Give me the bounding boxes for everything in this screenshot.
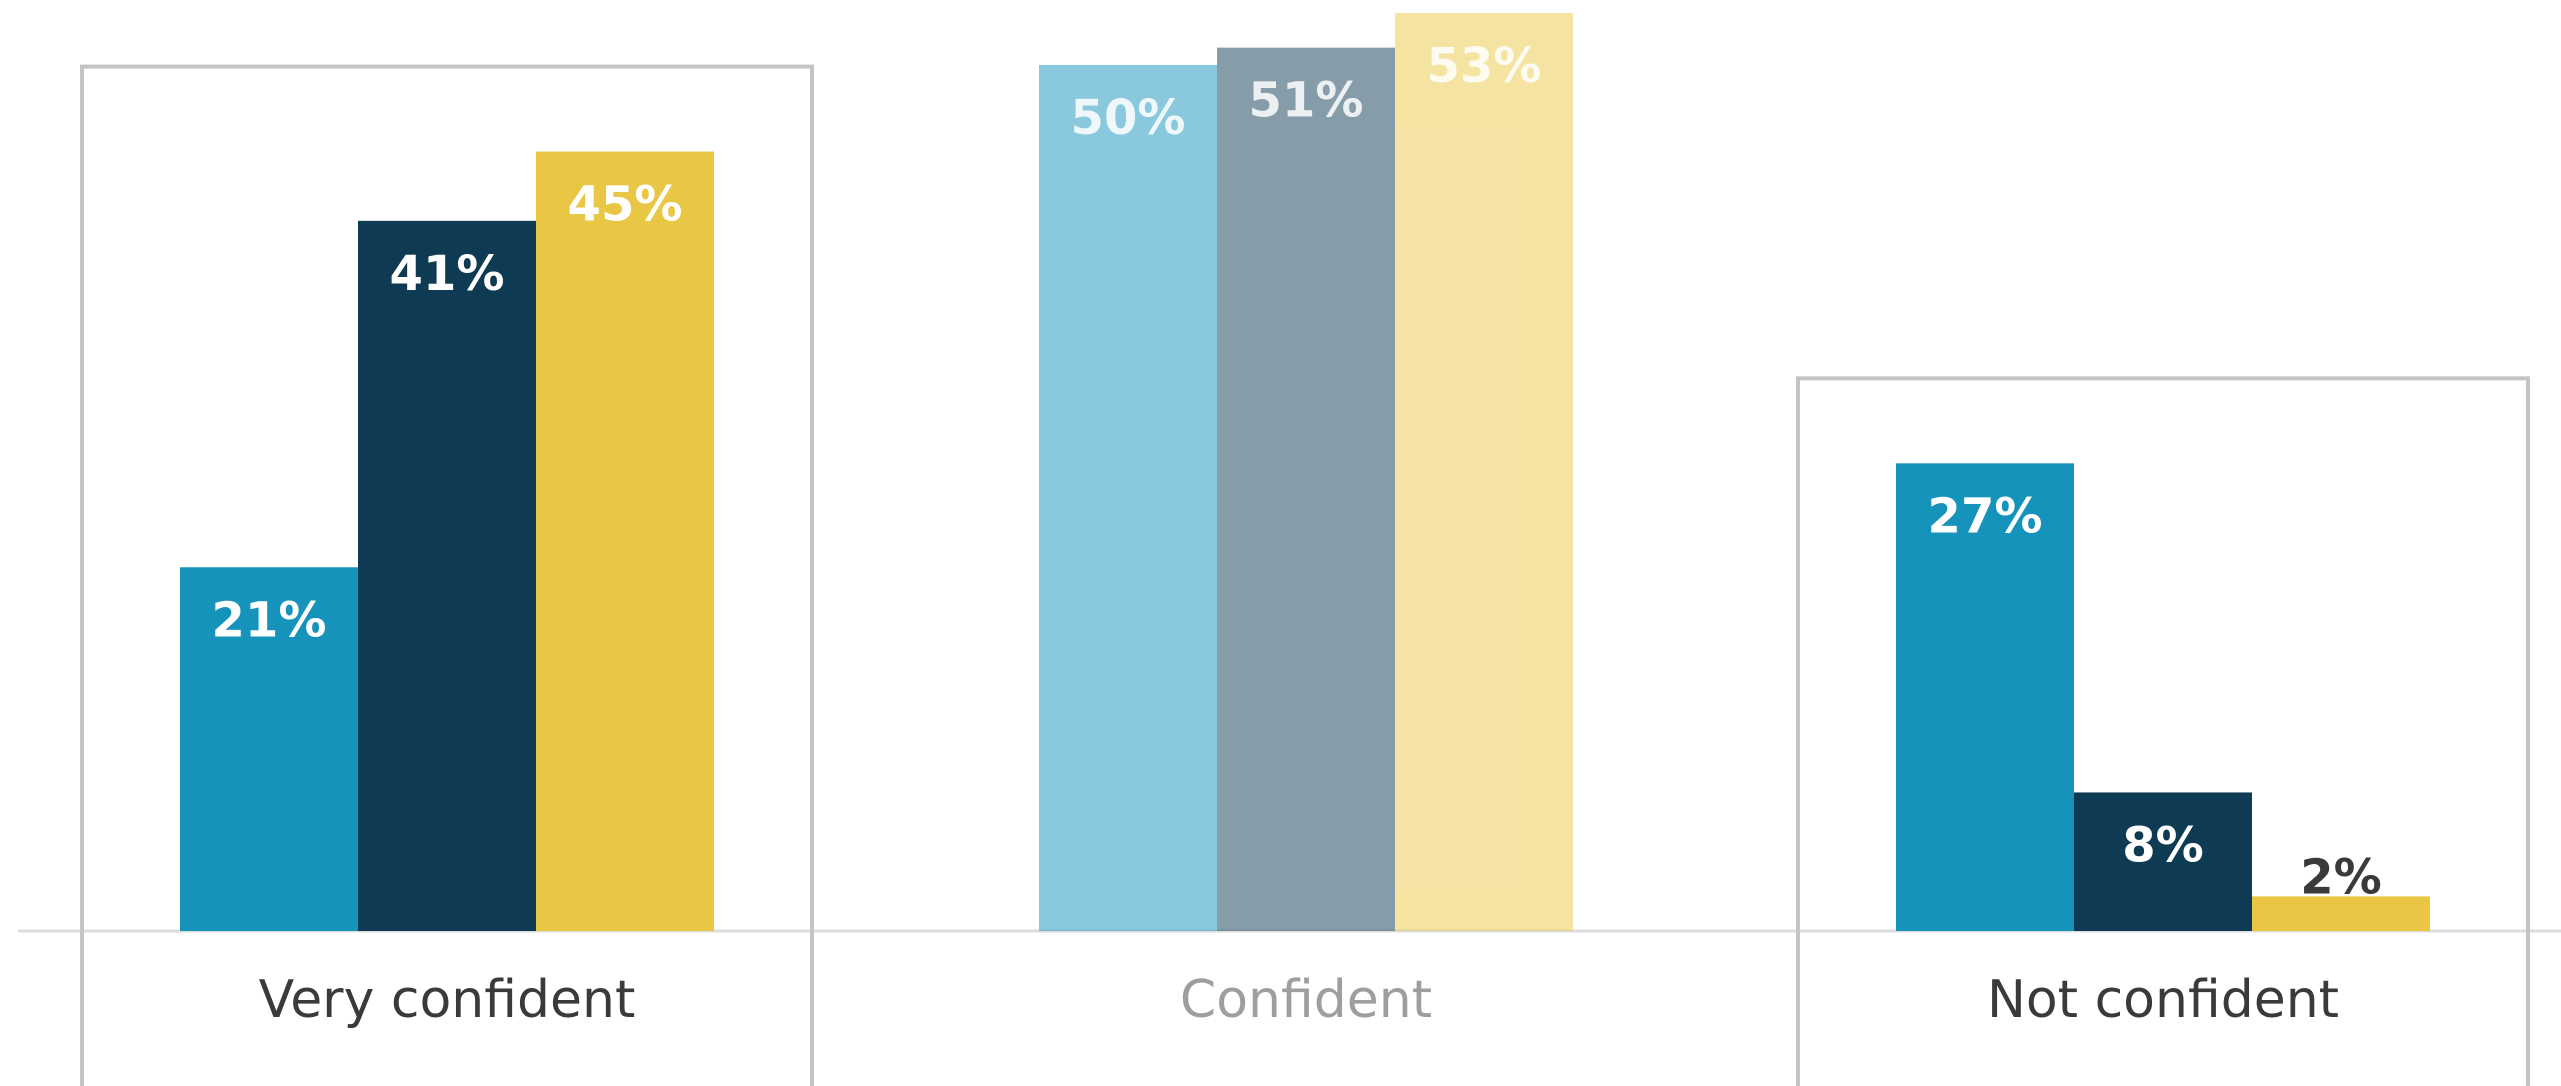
bar [180,567,358,931]
category-label: Confident [1180,970,1432,1030]
bar [358,220,536,931]
bar [1896,463,2074,931]
data-label: 53% [1427,38,1542,94]
highlight-box [80,64,814,1086]
bar [1395,13,1573,931]
highlight-box [1796,376,2530,1086]
bar [536,151,714,931]
bar [1039,64,1217,931]
data-label: 2% [2300,849,2382,905]
data-label: 8% [2122,817,2204,873]
bar [2252,896,2430,931]
category-label: Very confident [259,970,636,1030]
data-label: 21% [212,592,327,648]
data-label: 45% [568,177,683,233]
data-label: 27% [1928,488,2043,544]
category-label: Not confident [1987,970,2339,1030]
data-label: 41% [390,246,505,302]
bar [1217,47,1395,932]
data-label: 50% [1071,90,1186,146]
data-label: 51% [1249,73,1364,129]
bar [2074,792,2252,931]
